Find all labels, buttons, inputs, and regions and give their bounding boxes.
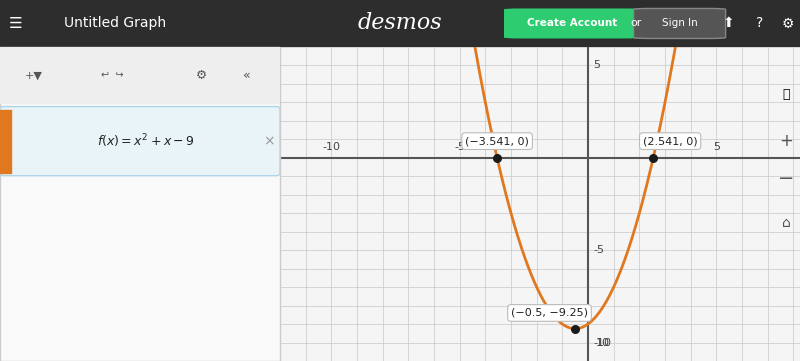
Text: -10: -10 (322, 142, 340, 152)
FancyBboxPatch shape (0, 47, 280, 361)
Text: 10: 10 (596, 338, 610, 348)
Text: +: + (779, 132, 793, 150)
Text: Sign In: Sign In (662, 18, 698, 29)
Text: ⌂: ⌂ (782, 216, 790, 230)
Text: 🔧: 🔧 (782, 87, 790, 101)
Text: ⚙: ⚙ (196, 69, 207, 82)
Point (490, 155, 503, 161)
Text: «: « (242, 69, 250, 82)
Bar (0, 110, 11, 173)
Text: −: − (778, 169, 794, 188)
Text: ?: ? (756, 17, 764, 30)
Text: -10: -10 (593, 338, 611, 348)
Text: ⬆: ⬆ (722, 17, 734, 30)
FancyBboxPatch shape (0, 106, 280, 176)
Text: Create Account: Create Account (527, 18, 617, 29)
Text: ⚙: ⚙ (782, 17, 794, 30)
Bar (0, 47, 280, 104)
FancyBboxPatch shape (504, 8, 640, 39)
Text: (−0.5, −9.25): (−0.5, −9.25) (511, 308, 588, 318)
Text: or: or (630, 18, 642, 29)
Text: desmos: desmos (358, 13, 442, 34)
Text: ×: × (263, 134, 274, 148)
Text: 5: 5 (593, 60, 600, 70)
Text: +▼: +▼ (25, 70, 42, 80)
Text: $f(x) = x^2 + x - 9$: $f(x) = x^2 + x - 9$ (97, 132, 194, 150)
Text: (2.541, 0): (2.541, 0) (643, 136, 698, 146)
Point (647, 155, 660, 161)
Text: -5: -5 (454, 142, 465, 152)
Text: -5: -5 (593, 245, 604, 255)
Text: ↩  ↪: ↩ ↪ (101, 70, 123, 80)
Point (569, 326, 582, 331)
Text: (−3.541, 0): (−3.541, 0) (465, 136, 529, 146)
Text: 5: 5 (713, 142, 720, 152)
Text: Untitled Graph: Untitled Graph (64, 17, 166, 30)
Text: ☰: ☰ (9, 16, 23, 31)
FancyBboxPatch shape (634, 8, 726, 39)
